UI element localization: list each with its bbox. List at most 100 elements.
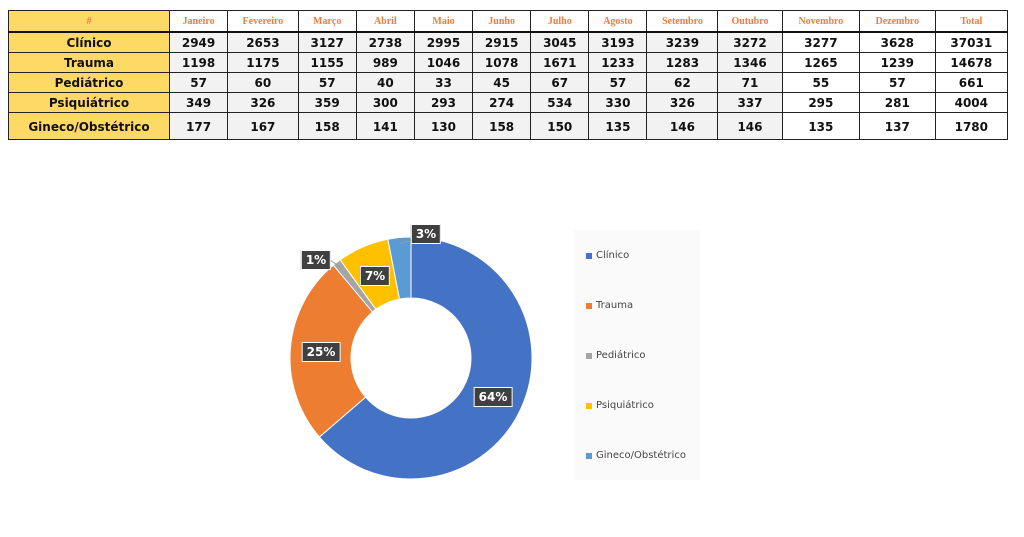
table-row: Pediátrico 57 60 57 40 33 45 67 57 62 71 55 57 661 [8,72,1009,93]
table-row: Gineco/Obstétrico 177 167 158 141 130 158 150 13… [8,112,1009,140]
table-cell: 55 [781,72,861,93]
legend-swatch [586,252,592,259]
leader-line [329,259,341,268]
table-cell: 135 [781,112,861,140]
table-cell: 349 [168,92,229,113]
leader-line [399,239,413,245]
table-cell: 2949 [168,31,229,53]
table-cell: 1265 [781,52,861,73]
row-label: Psiquiátrico [8,92,170,113]
table-cell: 57 [588,72,648,93]
column-header: Outubro [717,10,783,33]
table-cell: 167 [227,112,299,140]
data-label: 3% [410,224,442,244]
table-cell: 330 [588,92,648,113]
legend-swatch [586,352,592,359]
table-cell: 3127 [297,31,357,53]
column-header: Dezembro [859,10,936,33]
legend-item: Gineco/Obstétrico [586,450,686,461]
data-label: 1% [300,250,332,270]
column-header: Fevereiro [227,10,299,33]
legend-item: Pediátrico [586,350,646,361]
legend-swatch [586,402,592,409]
table-row: Psiquiátrico 349 326 359 300 293 274 534 330 326 3… [8,92,1009,113]
table-cell: 1780 [934,112,1009,140]
table-cell: 3045 [530,31,590,53]
data-table: # Janeiro Fevereiro Março Abril Maio Junho Julh… [8,10,1009,140]
table-cell: 1046 [413,52,474,73]
table-cell: 135 [588,112,648,140]
column-header: Junho [472,10,532,33]
table-cell: 989 [355,52,415,73]
legend-item: Psiquiátrico [586,400,654,411]
table-cell: 300 [355,92,415,113]
table-cell: 1346 [717,52,783,73]
table-cell: 177 [168,112,229,140]
table-cell: 158 [472,112,532,140]
table-cell: 146 [646,112,719,140]
donut-slice [387,236,412,300]
row-label: Trauma [8,52,170,73]
table-cell: 150 [530,112,590,140]
table-cell: 37031 [934,31,1009,53]
legend-label: Gineco/Obstétrico [596,450,686,461]
table-cell: 71 [717,72,783,93]
table-cell: 146 [717,112,783,140]
table-cell: 1233 [588,52,648,73]
data-label: 64% [473,387,513,407]
table-cell: 141 [355,112,415,140]
chart-legend: Clínico Trauma Pediátrico Psiquiátrico Ginec… [574,230,700,480]
table-cell: 67 [530,72,590,93]
table-cell: 4004 [934,92,1009,113]
table-cell: 1671 [530,52,590,73]
table-cell: 293 [413,92,474,113]
table-cell: 1175 [227,52,299,73]
column-header: Total [934,10,1009,33]
column-header: Abril [355,10,415,33]
legend-label: Clínico [596,250,630,261]
table-cell: 137 [859,112,936,140]
table-cell: 2915 [472,31,532,53]
table-cell: 2738 [355,31,415,53]
legend-label: Psiquiátrico [596,400,654,411]
table-row: Trauma 1198 1175 1155 989 1046 1078 1671 1233 128… [8,52,1009,73]
table-cell: 57 [168,72,229,93]
table-cell: 1198 [168,52,229,73]
row-label: Gineco/Obstétrico [8,112,170,140]
column-header: Novembro [781,10,861,33]
column-header: Março [297,10,357,33]
column-header: Maio [413,10,474,33]
table-cell: 326 [646,92,719,113]
table-cell: 295 [781,92,861,113]
table-cell: 326 [227,92,299,113]
table-cell: 2653 [227,31,299,53]
legend-swatch [586,452,592,459]
table-cell: 33 [413,72,474,93]
table-cell: 534 [530,92,590,113]
legend-label: Trauma [596,300,634,311]
column-header: Setembro [646,10,719,33]
legend-item: Clínico [586,250,629,261]
table-cell: 14678 [934,52,1009,73]
table-cell: 62 [646,72,719,93]
table-cell: 130 [413,112,474,140]
row-label: Pediátrico [8,72,170,93]
table-cell: 57 [297,72,357,93]
legend-item: Trauma [586,300,633,311]
data-label: 25% [301,342,341,362]
column-header: Julho [530,10,590,33]
donut-slice [318,236,533,480]
table-cell: 3272 [717,31,783,53]
column-header: Agosto [588,10,648,33]
data-label: 7% [359,266,391,286]
table-cell: 60 [227,72,299,93]
column-header: Janeiro [168,10,229,33]
legend-swatch [586,302,592,309]
table-cell: 45 [472,72,532,93]
table-cell: 158 [297,112,357,140]
corner-header: # [8,10,170,33]
table-cell: 1155 [297,52,357,73]
legend-label: Pediátrico [596,350,646,361]
table-cell: 1078 [472,52,532,73]
